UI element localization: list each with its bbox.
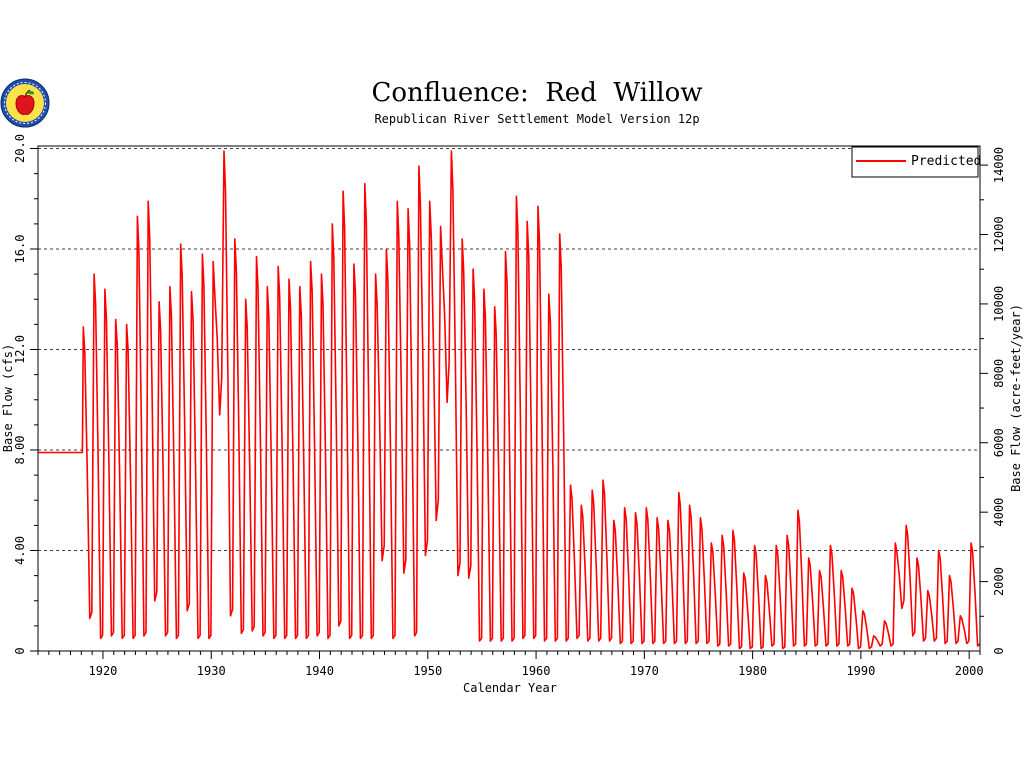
x-tick-label: 1930: [197, 664, 226, 678]
y-axis-right: 2000 4000 6000 8000 10000 12000 14000 0: [980, 147, 1006, 655]
y-tick-label-right: 14000: [992, 147, 1006, 183]
y-tick-label-right: 10000: [992, 286, 1006, 322]
y-tick-label-right: 4000: [992, 498, 1006, 527]
y-tick-label-right: 12000: [992, 216, 1006, 252]
y-tick-label-left: 16.0: [13, 235, 27, 264]
apple-seal-icon: [0, 78, 50, 128]
series-line-predicted: [38, 150, 981, 650]
y-tick-label-left: 20.0: [13, 134, 27, 163]
x-axis-label: Calendar Year: [463, 681, 557, 695]
y-axis-label-right: Base Flow (acre-feet/year): [1009, 304, 1023, 492]
y-tick-label-right: 0: [992, 647, 1006, 654]
chart-subtitle: Republican River Settlement Model Versio…: [374, 112, 699, 126]
x-tick-label: 1960: [522, 664, 551, 678]
y-tick-label-right: 8000: [992, 359, 1006, 388]
legend: Predicted: [851, 146, 981, 178]
y-tick-label-left: 12.0: [13, 335, 27, 364]
x-tick-label: 1990: [846, 664, 875, 678]
y-axis-left: 0 4.00 8.00 12.0 16.0 20.0: [13, 134, 38, 655]
x-axis: 1920 1930 1940 1950 1960 1970 1980 1990 2000: [37, 651, 984, 678]
x-tick-label: 1920: [89, 664, 118, 678]
x-tick-label: 1970: [630, 664, 659, 678]
y-tick-label-right: 2000: [992, 567, 1006, 596]
y-tick-label-left: 4.00: [13, 536, 27, 565]
plot-area: [38, 150, 981, 650]
y-tick-label-left: 8.00: [13, 436, 27, 465]
y-axis-label-left: Base Flow (cfs): [1, 344, 15, 452]
x-tick-label: 1950: [413, 664, 442, 678]
y-tick-label-left: 0: [13, 647, 27, 654]
x-tick-label: 1980: [738, 664, 767, 678]
plot-frame: [37, 145, 981, 652]
x-tick-label: 2000: [955, 664, 984, 678]
legend-label-predicted: Predicted: [911, 154, 981, 169]
x-tick-label: 1940: [305, 664, 334, 678]
chart-title: Confluence: Red Willow: [371, 78, 702, 108]
y-tick-label-right: 6000: [992, 428, 1006, 457]
